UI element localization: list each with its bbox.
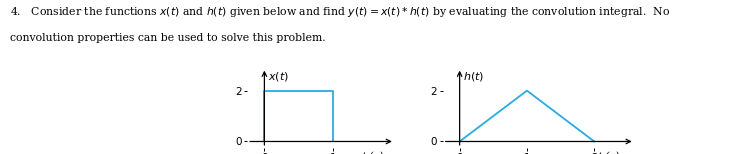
Text: convolution properties can be used to solve this problem.: convolution properties can be used to so… <box>10 33 325 43</box>
Text: $x(t)$: $x(t)$ <box>268 70 289 83</box>
Text: $t$ (s): $t$ (s) <box>361 150 384 154</box>
Text: $h(t)$: $h(t)$ <box>463 70 484 83</box>
Text: 4.   Consider the functions $x(t)$ and $h(t)$ given below and find $y(t) = x(t) : 4. Consider the functions $x(t)$ and $h(… <box>10 5 670 19</box>
Text: $t$ (s): $t$ (s) <box>597 150 621 154</box>
